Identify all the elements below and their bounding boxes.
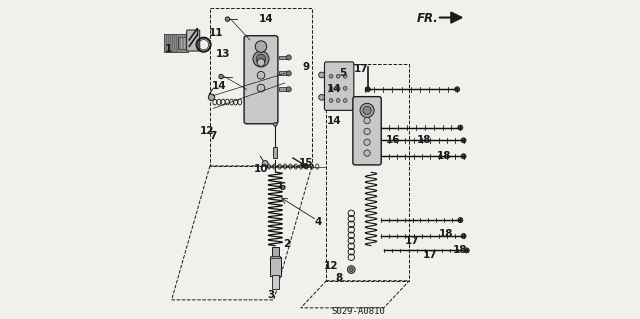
Circle shape — [225, 17, 230, 21]
Text: 7: 7 — [209, 130, 217, 141]
Bar — [278, 87, 289, 91]
Circle shape — [209, 94, 215, 100]
Circle shape — [343, 86, 347, 90]
Bar — [270, 256, 280, 258]
Circle shape — [363, 106, 371, 115]
FancyArrowPatch shape — [440, 12, 461, 23]
FancyBboxPatch shape — [324, 62, 354, 110]
Text: 6: 6 — [278, 182, 285, 192]
Circle shape — [257, 59, 265, 66]
Text: 18: 18 — [437, 151, 452, 161]
Circle shape — [257, 84, 265, 92]
Text: 4: 4 — [315, 217, 322, 227]
Text: 1: 1 — [165, 44, 172, 55]
Circle shape — [360, 103, 374, 117]
FancyBboxPatch shape — [353, 97, 381, 165]
Circle shape — [286, 71, 291, 76]
Text: 16: 16 — [386, 135, 401, 145]
Text: 13: 13 — [216, 49, 230, 59]
Circle shape — [458, 218, 463, 223]
Text: 9: 9 — [302, 62, 309, 72]
Circle shape — [219, 74, 223, 79]
Text: 18: 18 — [453, 245, 468, 256]
Text: 15: 15 — [298, 158, 313, 168]
Text: FR.: FR. — [416, 12, 438, 25]
Text: 17: 17 — [354, 63, 369, 74]
Text: 5: 5 — [339, 68, 346, 78]
FancyBboxPatch shape — [244, 36, 278, 124]
Text: 18: 18 — [439, 229, 453, 240]
Circle shape — [364, 117, 371, 124]
Circle shape — [256, 54, 266, 64]
Text: 11: 11 — [209, 28, 223, 39]
Circle shape — [257, 71, 265, 79]
Text: 17: 17 — [405, 236, 420, 246]
Circle shape — [329, 86, 333, 90]
Text: 12: 12 — [324, 261, 339, 271]
Text: S029-A0810: S029-A0810 — [332, 307, 385, 315]
Circle shape — [461, 154, 466, 159]
Circle shape — [348, 266, 355, 273]
Circle shape — [329, 74, 333, 78]
Circle shape — [458, 125, 463, 130]
Circle shape — [343, 74, 347, 78]
Circle shape — [273, 122, 277, 126]
Circle shape — [364, 139, 371, 145]
Circle shape — [364, 128, 371, 135]
Bar — [178, 37, 188, 49]
Circle shape — [262, 160, 268, 166]
Circle shape — [286, 87, 291, 92]
Text: 17: 17 — [423, 250, 437, 260]
Bar — [278, 56, 289, 59]
Circle shape — [336, 74, 340, 78]
Circle shape — [364, 150, 371, 156]
Text: 18: 18 — [417, 135, 431, 145]
Circle shape — [365, 87, 371, 92]
Bar — [273, 147, 277, 158]
Text: 12: 12 — [200, 126, 214, 136]
Circle shape — [253, 51, 269, 67]
Text: 10: 10 — [253, 164, 268, 174]
Circle shape — [255, 41, 267, 52]
FancyBboxPatch shape — [187, 30, 200, 51]
Bar — [164, 34, 188, 52]
Bar — [269, 257, 281, 276]
Circle shape — [461, 138, 466, 143]
Circle shape — [286, 55, 291, 60]
Text: 14: 14 — [212, 81, 227, 91]
Circle shape — [454, 87, 460, 92]
Circle shape — [329, 99, 333, 102]
Circle shape — [336, 86, 340, 90]
Circle shape — [303, 163, 308, 168]
Circle shape — [319, 72, 324, 78]
Text: 2: 2 — [283, 239, 290, 249]
Text: 3: 3 — [267, 290, 274, 300]
Circle shape — [349, 268, 353, 271]
Bar — [272, 247, 278, 257]
Bar — [278, 71, 289, 75]
Bar — [272, 275, 278, 289]
Text: 14: 14 — [327, 84, 342, 94]
Circle shape — [319, 94, 324, 100]
Circle shape — [464, 248, 469, 253]
Text: 14: 14 — [259, 14, 273, 24]
Circle shape — [343, 99, 347, 102]
Text: 14: 14 — [327, 116, 342, 126]
Text: 8: 8 — [335, 272, 343, 283]
Circle shape — [336, 99, 340, 102]
Circle shape — [461, 234, 466, 239]
